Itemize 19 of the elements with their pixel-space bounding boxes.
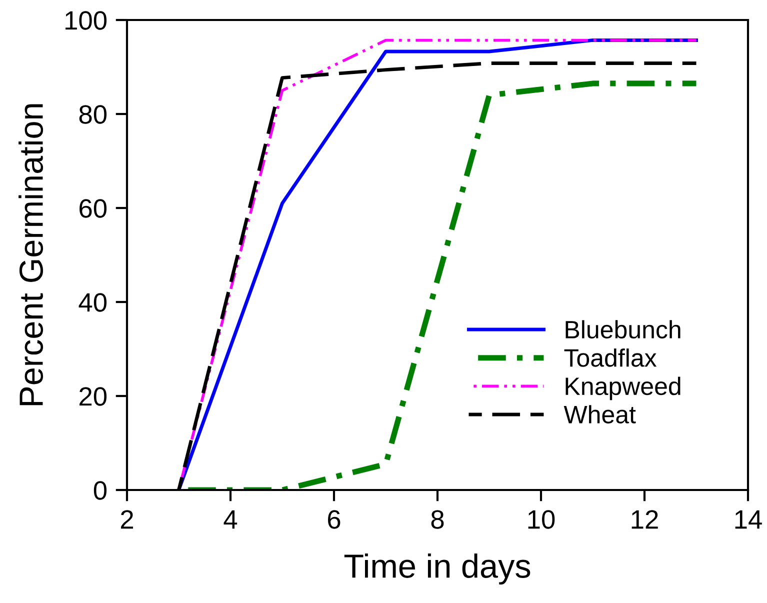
y-tick-label: 20: [80, 387, 107, 406]
x-tick-label: 4: [224, 510, 238, 529]
x-tick-label: 12: [632, 510, 658, 529]
y-tick-label: 0: [94, 481, 107, 500]
legend-label: Bluebunch: [566, 320, 680, 339]
x-axis-title: Time in days: [344, 553, 530, 585]
y-tick-label: 60: [80, 199, 107, 218]
x-tick-label: 6: [328, 510, 340, 529]
x-tick-label: 2: [120, 510, 134, 529]
legend-label: Knapweed: [566, 376, 680, 400]
y-tick-label: 100: [66, 11, 107, 30]
x-tick-label: 14: [735, 510, 762, 529]
legend-label: Toadflax: [564, 348, 657, 367]
legend-label: Wheat: [564, 405, 636, 424]
y-axis-title: Percent Germination: [18, 104, 44, 406]
x-tick-label: 8: [431, 510, 444, 529]
y-tick-label: 80: [79, 105, 107, 124]
x-tick-label: 10: [528, 510, 555, 529]
y-tick-label: 40: [78, 293, 107, 312]
